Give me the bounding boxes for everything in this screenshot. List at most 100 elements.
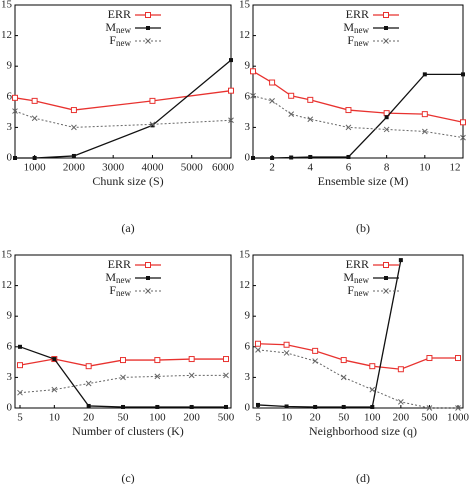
x-tick-label: 4000 [141,162,164,174]
marker [17,362,23,369]
x-tick-label: 2000 [63,162,86,174]
marker [71,153,76,158]
marker [369,363,376,370]
marker [86,403,91,408]
marker [312,358,318,364]
marker [313,404,318,409]
marker [150,123,155,128]
marker [32,156,37,160]
marker [223,356,229,363]
series-line [252,70,464,123]
marker [149,97,156,104]
marker [397,366,404,373]
series-line [257,259,402,408]
marker [145,12,151,18]
y-tick-label: 3 [245,121,251,133]
x-tick-label: 6 [346,162,352,174]
marker [149,121,156,128]
marker [398,399,404,405]
marker [255,347,261,353]
y-tick-label: 6 [245,90,251,102]
y-tick-label: 0 [245,402,251,414]
marker [283,350,290,356]
legend-label: ERR [346,7,369,21]
marker [188,356,195,363]
marker [345,124,352,131]
series-line [14,110,232,128]
marker [229,58,233,63]
marker [17,389,23,396]
x-axis-label: Chunk size (S) [92,174,163,188]
marker [228,117,234,124]
x-axis-label: Neighborhood size (q) [309,424,417,438]
y-tick-label: 12 [239,279,250,291]
marker [384,26,388,30]
marker [146,276,150,280]
marker [422,72,427,77]
subplot: 1000 2000 3000 4000 5000 6000 0 3 6 9 12 15 Chunk si… [1,0,235,235]
series-line [253,73,463,159]
marker [307,96,314,103]
marker [188,372,195,379]
marker [288,92,295,99]
marker [146,26,150,30]
marker [120,357,126,364]
x-tick-label: 1000 [24,162,47,174]
y-tick-label: 3 [7,121,13,133]
marker [340,357,347,364]
plot-frame [252,4,464,159]
marker [13,156,17,160]
x-tick-label: 20 [83,412,95,424]
marker [284,404,289,409]
marker [31,97,38,104]
series-line [257,349,458,409]
marker [288,111,295,117]
marker [346,154,351,159]
marker [269,98,275,104]
marker [269,79,276,86]
subplot: 5 10 20 50 100 200 500 1000 0 3 6 9 12 15 Neighborhood… [239,249,470,484]
x-tick-label: 2 [269,162,275,174]
y-tick-label: 15 [1,0,13,11]
x-tick-label: 8 [384,162,390,174]
marker [223,372,229,379]
series-line [15,59,232,159]
marker [383,288,389,294]
marker [18,344,22,349]
marker [308,154,313,159]
marker [421,111,428,118]
marker [256,402,260,407]
series-line [257,343,458,370]
series-line [14,90,232,111]
subplot: 2 4 6 8 10 12 0 3 6 9 12 15 Ensemble size (M) (b) ERRM… [239,0,466,235]
x-tick-label: 10 [419,162,431,174]
marker [455,355,461,362]
x-axis-label: Number of clusters (K) [72,424,184,438]
legend-label: Fnew [347,33,369,48]
y-tick-label: 3 [7,371,13,383]
marker [270,156,275,160]
y-tick-label: 9 [245,60,251,72]
marker [70,107,77,114]
marker [51,386,58,393]
marker [71,124,77,131]
marker [283,341,290,348]
marker [340,374,347,381]
legend-label: Mnew [105,270,131,285]
x-tick-label: 200 [183,412,200,424]
marker [370,404,375,409]
marker [224,404,228,409]
marker [251,156,255,160]
marker [426,405,433,411]
y-tick-label: 9 [7,60,13,72]
legend-label: Mnew [105,20,131,35]
marker [145,288,151,294]
marker [312,347,319,354]
y-tick-label: 3 [245,371,251,383]
y-tick-label: 9 [7,310,13,322]
marker [250,92,256,99]
x-tick-label: 200 [393,412,410,424]
marker [384,115,389,120]
marker [145,262,151,268]
